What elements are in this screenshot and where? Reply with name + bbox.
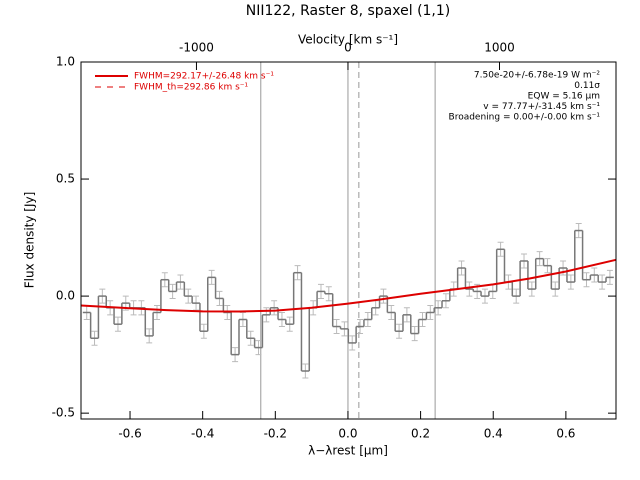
chart-title: NII122, Raster 8, spaxel (1,1): [246, 3, 451, 19]
x2-axis-label: Velocity [km s⁻¹]: [298, 33, 398, 47]
y-tick-label: 0.0: [56, 289, 75, 303]
x-tick-label: -0.2: [264, 427, 287, 441]
plot-frame: [80, 61, 617, 420]
x2-tick-label: 1000: [484, 41, 515, 55]
y-tick-label: 1.0: [56, 55, 75, 69]
annotation: 0.11σ: [574, 81, 600, 91]
x-tick-label: -0.6: [118, 427, 141, 441]
x-tick-label: 0.4: [484, 427, 503, 441]
annotation: v = 77.77+/-31.45 km s⁻¹: [483, 102, 600, 112]
y-tick-label: -0.5: [52, 406, 75, 420]
fit-curve: [80, 258, 617, 313]
annotation: Broadening = 0.00+/-0.00 km s⁻¹: [449, 113, 601, 123]
x-tick-label: 0.6: [556, 427, 575, 441]
x2-tick-label: 0: [344, 41, 352, 55]
x-tick-label: -0.4: [191, 427, 214, 441]
legend-label: FWHM=292.17+/-26.48 km s⁻¹: [134, 72, 274, 82]
x-axis-label: λ−λrest [μm]: [308, 444, 388, 458]
y-tick-label: 0.5: [56, 172, 75, 186]
legend-label: FWHM_th=292.86 km s⁻¹: [134, 83, 249, 93]
y-axis-label: Flux density [Jy]: [23, 192, 37, 289]
x2-tick-label: -1000: [179, 41, 214, 55]
annotation: 7.50e-20+/-6.78e-19 W m⁻²: [474, 71, 601, 81]
x-tick-label: 0.2: [411, 427, 430, 441]
x-tick-label: 0.0: [338, 427, 357, 441]
annotation: EQW = 5.16 μm: [528, 92, 600, 102]
